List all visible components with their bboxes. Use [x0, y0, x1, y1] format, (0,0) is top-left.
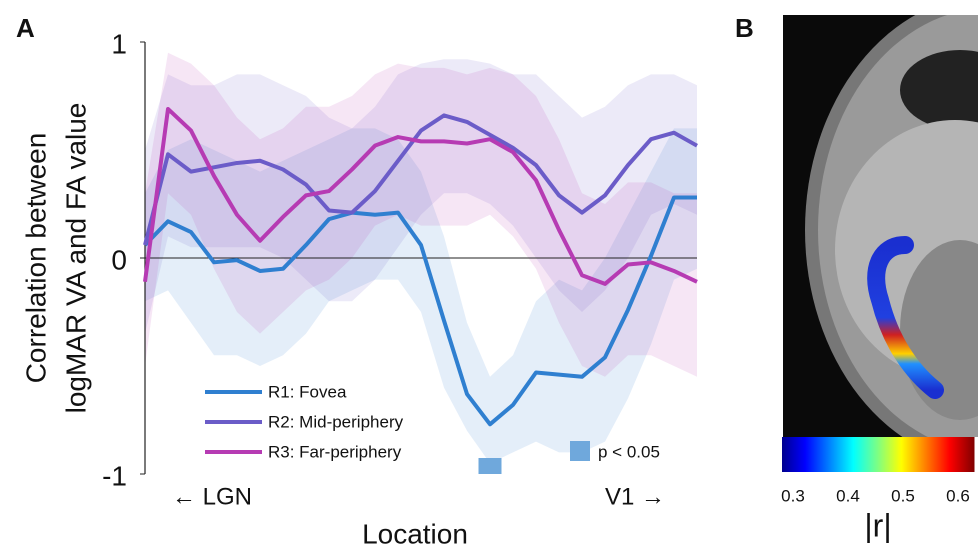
y-axis-label: Correlation between	[20, 133, 51, 384]
legend-label: R2: Mid-periphery	[268, 412, 404, 431]
colorbar-label: |r|	[864, 507, 891, 543]
legend-label: R1: Fovea	[268, 382, 347, 401]
brain-image	[783, 0, 978, 465]
y-tick-label: -1	[102, 460, 127, 491]
x-axis-end-label: V1 →	[605, 483, 665, 510]
colorbar-tick-label: 0.3	[781, 486, 805, 505]
colorbar-tick-label: 0.4	[836, 486, 860, 505]
figure: A B -1 0 1 p < 0.05 R1: Fovea R2: Mid-periphe…	[0, 0, 978, 552]
legend-label: R3: Far-periphery	[268, 442, 402, 461]
y-axis-label: logMAR VA and FA value	[60, 103, 91, 414]
y-tick-label: 0	[111, 244, 127, 275]
page: {"chart_data": [ {"type": "line", "panel…	[0, 0, 978, 552]
legend-swatch	[570, 441, 590, 461]
panel-label: B	[735, 13, 754, 43]
colorbar	[782, 437, 975, 472]
legend-label: p < 0.05	[598, 442, 660, 461]
x-axis-start-label: ← LGN	[172, 483, 252, 510]
significance-marker	[479, 458, 502, 474]
y-tick-label: 1	[111, 28, 127, 59]
x-axis-label: Location	[362, 518, 468, 549]
colorbar-tick-label: 0.5	[891, 486, 915, 505]
colorbar-tick-label: 0.6	[946, 486, 970, 505]
panel-label: A	[16, 13, 35, 43]
